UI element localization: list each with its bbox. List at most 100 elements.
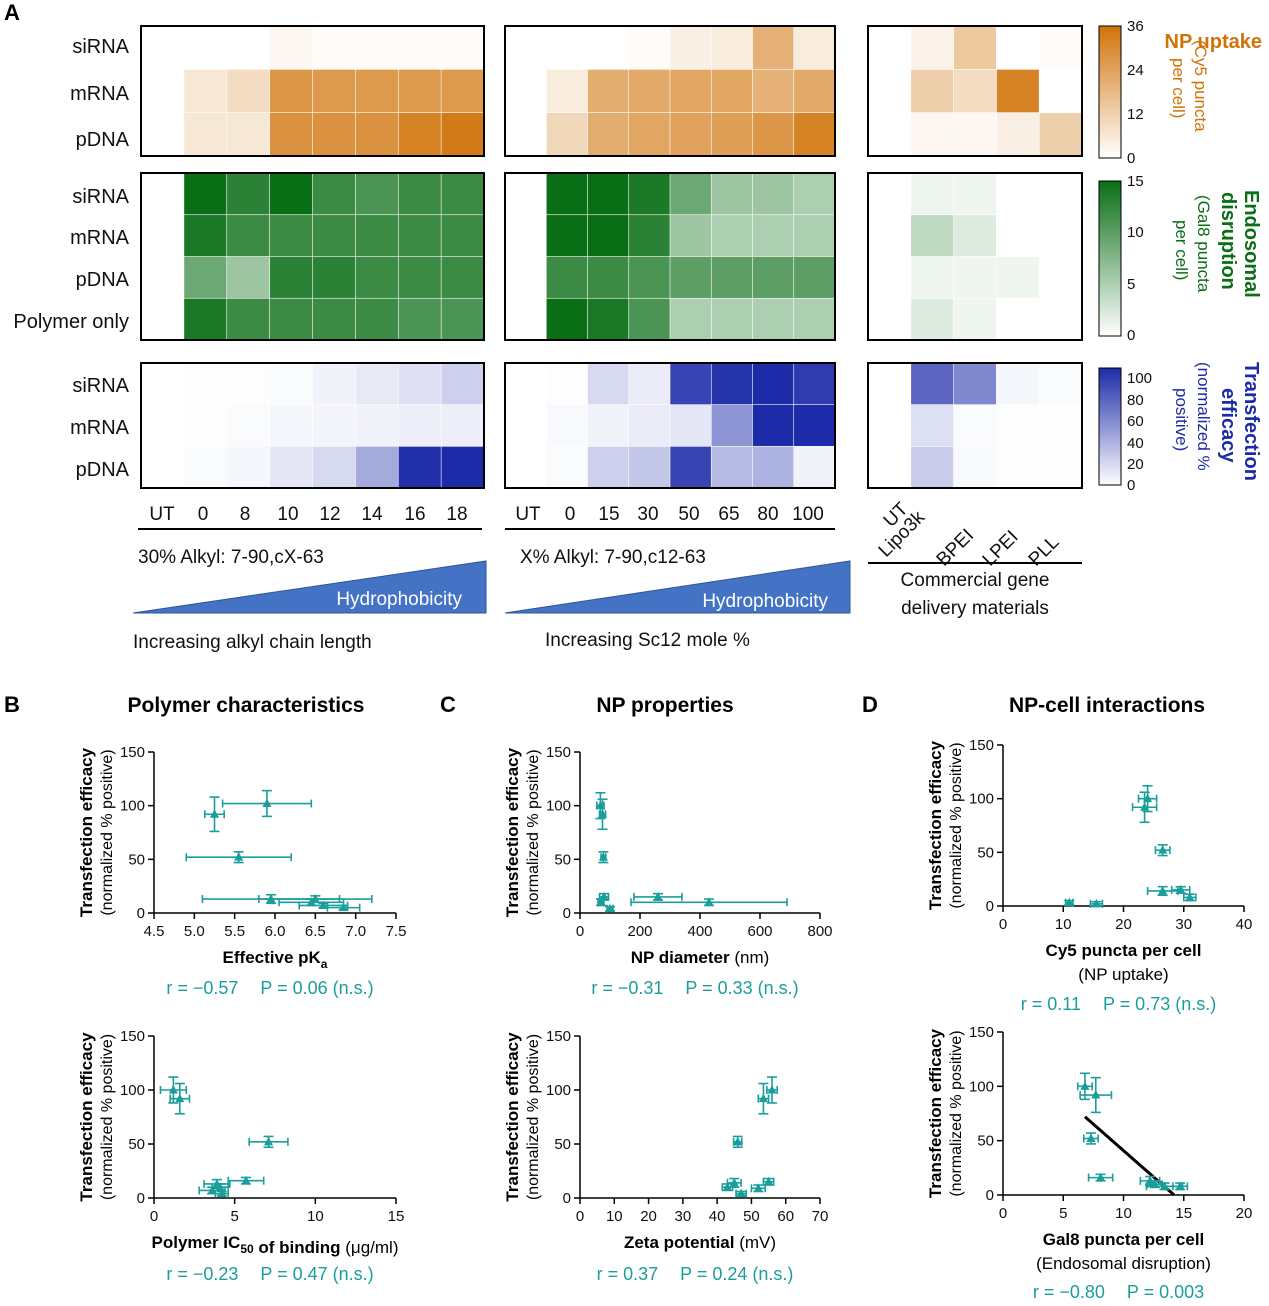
triangle-marker [598, 809, 607, 818]
heatmap-cell [752, 214, 795, 258]
heatmap-cell [867, 172, 912, 216]
heatmap-cell [183, 69, 228, 114]
heatmap-cell [269, 446, 314, 489]
column-labels-group1: UT 0 8 10 12 14 16 18 [149, 504, 467, 525]
heatmap-cell [226, 446, 271, 489]
transfection-label-bold-2: efficacy [1217, 388, 1239, 463]
heatmap-cell [867, 362, 912, 406]
triangle-marker [1143, 793, 1153, 803]
column-label: 0 [198, 504, 209, 525]
heatmap-cell [397, 256, 442, 299]
uptake-label-sub-2: per cell) [1169, 58, 1188, 118]
heatmap-frame [140, 172, 485, 341]
heatmap-cell [140, 112, 185, 157]
heatmap-cell [440, 69, 485, 114]
colorbar-tick: 36 [1127, 18, 1144, 35]
heatmap-cell [628, 446, 671, 489]
heatmap-cell [669, 362, 712, 406]
triangle-marker [596, 897, 606, 906]
heatmap-cell [269, 256, 314, 299]
heatmap-cell [355, 214, 399, 258]
triangle-marker [1185, 892, 1195, 901]
heatmap-cell [793, 172, 836, 216]
x-tick-label: 10 [606, 1208, 623, 1225]
heatmap-cell [440, 25, 485, 70]
heatmap-cell [226, 362, 271, 406]
triangle-marker [1175, 1181, 1185, 1190]
heatmap-cell [587, 214, 630, 258]
heatmap-cell [587, 362, 630, 406]
triangle-marker [175, 1093, 185, 1103]
triangle-marker [704, 897, 714, 906]
heatmap-cell [226, 172, 271, 216]
colorbar-tick: 0 [1127, 150, 1135, 167]
endosomal-legend-label: Endosomal disruption (Gal8 puncta per ce… [1172, 190, 1262, 298]
column-label: 0 [565, 504, 576, 525]
row-label: pDNA [76, 459, 130, 481]
uptake-legend-label: NP uptake (Cy5 puncta per cell) [1165, 31, 1262, 132]
scatter-c-bottom: 0 50 100 150 0 10 20 30 40 50 60 70 Transfection eff… [503, 1028, 828, 1284]
x-tick-label: 40 [709, 1208, 726, 1225]
heatmap-cell [867, 446, 912, 489]
group3-title-1: Commercial gene [901, 570, 1050, 591]
heatmap-cell [710, 172, 754, 216]
triangle-marker [339, 902, 349, 912]
y-tick-label: 0 [137, 1190, 145, 1207]
heatmap-cell [440, 446, 485, 489]
heatmap-frame [140, 25, 485, 157]
heatmap-cell [710, 214, 754, 258]
heatmap-cell [953, 404, 997, 447]
y-tick-label: 150 [546, 744, 571, 761]
heatmap-cell [793, 69, 836, 114]
row-label: mRNA [70, 417, 130, 439]
heatmap-cell [140, 69, 185, 114]
data-point [1137, 784, 1158, 813]
data-point [596, 897, 606, 907]
heatmap-cell [397, 25, 442, 70]
column-label: 30 [637, 504, 658, 525]
correlation-stats: r = −0.23 P = 0.47 (n.s.) [166, 1264, 373, 1284]
heatmap-cell [910, 297, 955, 341]
heatmap-cell [312, 256, 356, 299]
endosomal-label-sub-1: (Gal8 puncta [1194, 195, 1213, 293]
heatmap-cell [545, 69, 589, 114]
scatter-d-bottom: 0 50 100 150 0 5 10 15 20 Transfection efficacy (n… [926, 1024, 1252, 1302]
heatmap-cell [953, 25, 997, 70]
correlation-stats: r = 0.37 P = 0.24 (n.s.) [597, 1264, 794, 1284]
hydrophobicity-label-1: Hydrophobicity [336, 589, 462, 610]
heatmap-cell [226, 256, 271, 299]
heatmap-cell [669, 404, 712, 447]
y-axis-label-sub: (normalized % positive) [99, 1034, 116, 1200]
data-point [214, 1188, 230, 1198]
y-tick-label: 100 [120, 798, 145, 815]
colorbar-tick: 24 [1127, 62, 1144, 79]
heatmap-frame [867, 362, 1083, 489]
heatmap-cell [183, 297, 228, 341]
heatmap-cell [669, 25, 712, 70]
colorbar-tick: 15 [1127, 173, 1144, 190]
heatmap-cell [1038, 446, 1083, 489]
colorbar-ticks: 36 24 12 0 15 10 5 0 100 80 60 40 20 0 [1127, 18, 1152, 494]
heatmap-cell [183, 446, 228, 489]
heatmap-cell [312, 404, 356, 447]
triangle-marker [767, 1085, 777, 1094]
heatmap-cell [628, 362, 671, 406]
group1-footer: Increasing alkyl chain length [133, 632, 372, 653]
column-labels-group2: UT 0 15 30 50 65 80 100 [515, 504, 824, 525]
heatmap-cell [710, 446, 754, 489]
heatmap-cell [793, 446, 836, 489]
colorbar-tick: 40 [1127, 435, 1144, 452]
heatmap-cell [910, 25, 955, 70]
heatmap-cell [397, 404, 442, 447]
column-label: 8 [240, 504, 251, 525]
heatmap-cell [269, 112, 314, 157]
x-axis-label: Cy5 puncta per cell [1046, 941, 1202, 960]
data-point [1064, 897, 1075, 907]
y-tick-label: 50 [977, 1133, 994, 1150]
group1-title: 30% Alkyl: 7-90,cX-63 [138, 547, 324, 568]
heatmap-cell [752, 172, 795, 216]
transfection-legend-label: Transfection efficacy (normalized % posi… [1172, 362, 1262, 481]
heatmap-cell [953, 69, 997, 114]
row-label: mRNA [70, 227, 130, 249]
heatmap-cell [996, 112, 1040, 157]
